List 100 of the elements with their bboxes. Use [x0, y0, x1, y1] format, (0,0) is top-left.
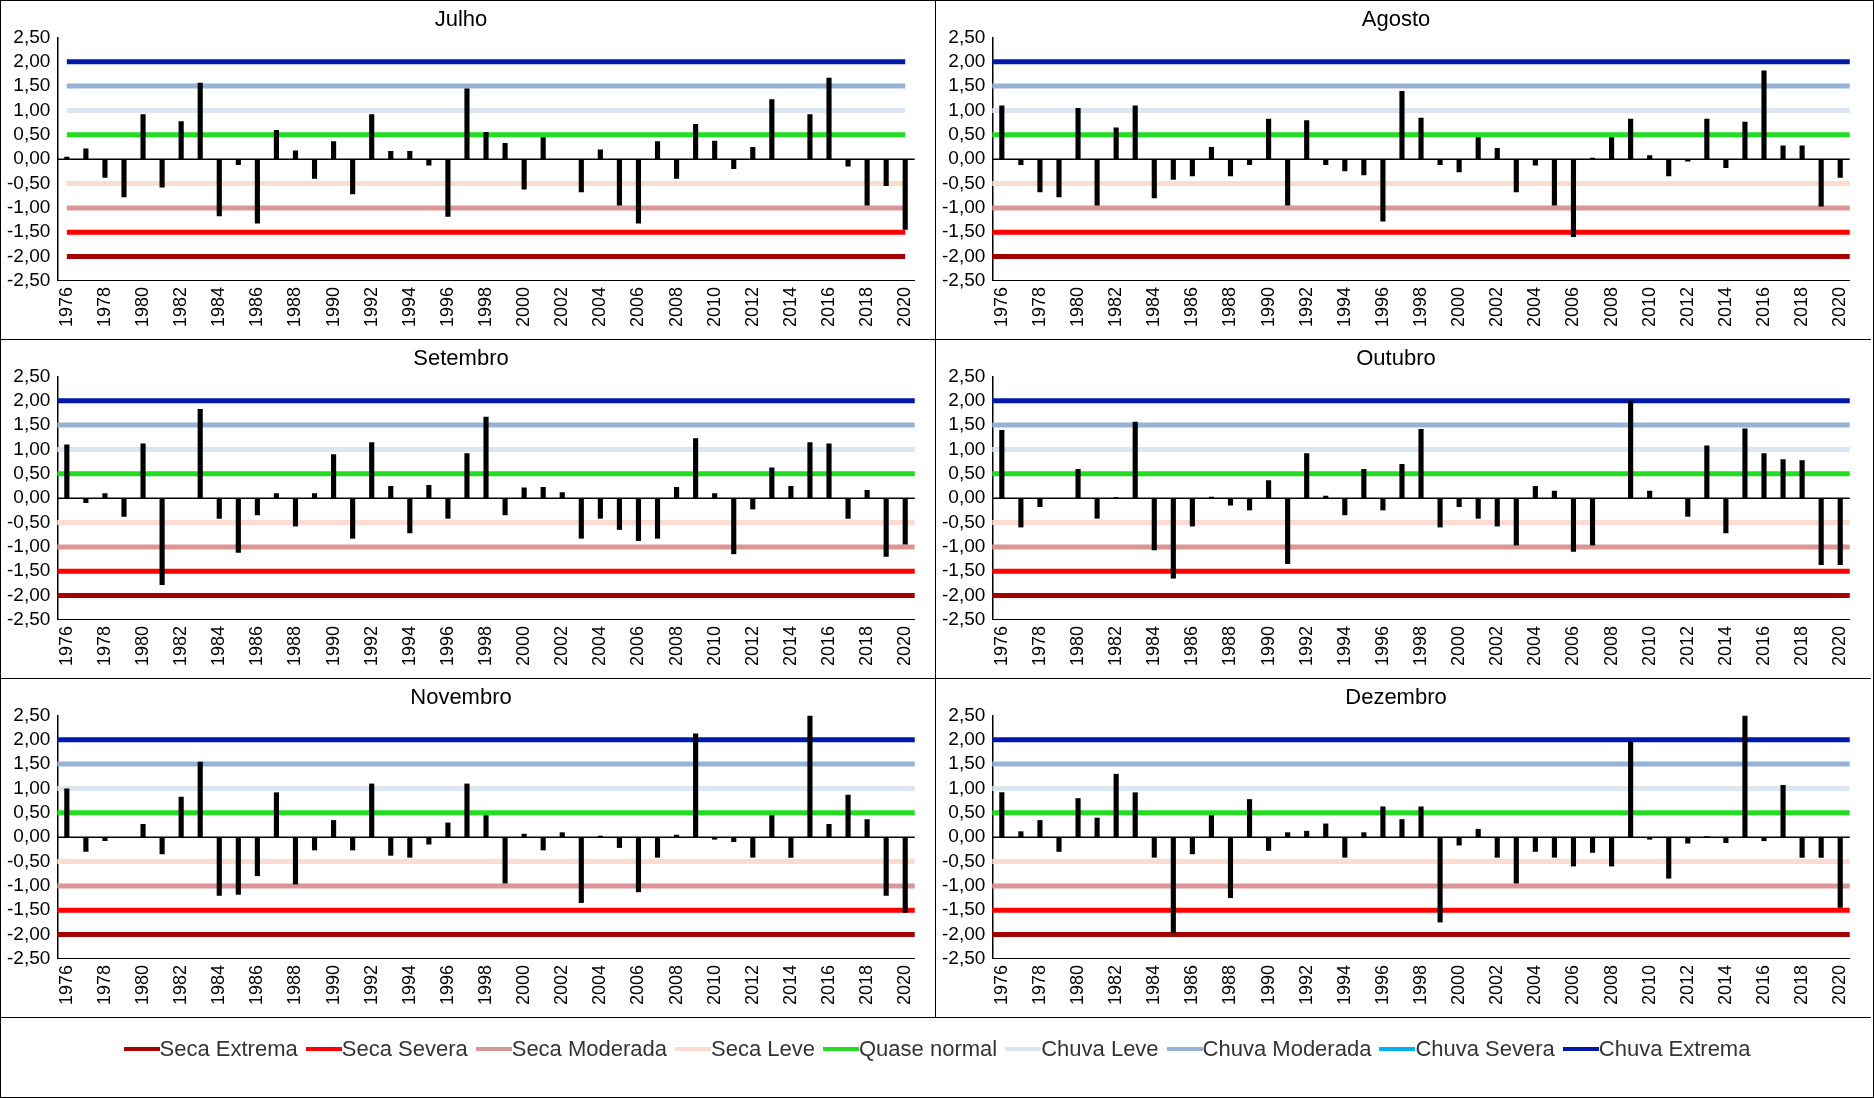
x-tick-label: 2018 [1791, 286, 1812, 327]
y-tick-label: 1,50 [13, 413, 51, 435]
x-tick-label: 2006 [627, 625, 648, 666]
x-tick-label: 1986 [246, 625, 267, 666]
x-tick-label: 2000 [1448, 625, 1469, 666]
x-tick-label: 2000 [513, 964, 534, 1005]
y-tick-label: -1,50 [941, 898, 986, 920]
x-tick-label: 2004 [1524, 964, 1545, 1005]
x-tick-label: 1986 [1181, 964, 1202, 1005]
y-tick-label: -1,00 [6, 874, 51, 896]
x-tick-label: 2020 [1829, 286, 1850, 327]
y-tick-label: 0,50 [948, 462, 986, 484]
x-tick-label: 1978 [93, 625, 114, 666]
x-tick-label: 1986 [1181, 286, 1202, 327]
x-tick-label: 1988 [284, 964, 305, 1005]
y-tick-label: -1,00 [941, 196, 986, 218]
x-tick-label: 2008 [665, 286, 686, 327]
y-tick-label: 1,00 [948, 98, 986, 120]
x-tick-label: 2016 [1752, 625, 1773, 666]
x-tick-label: 1994 [1333, 286, 1354, 327]
x-tick-label: 2014 [779, 625, 800, 666]
y-tick-label: 0,00 [948, 147, 986, 169]
x-tick-label: 1992 [1295, 964, 1316, 1005]
x-tick-label: 2006 [1562, 625, 1583, 666]
y-tick-label: 2,50 [13, 364, 51, 386]
x-tick-label: 1992 [360, 625, 381, 666]
y-tick-label: 2,00 [13, 727, 51, 749]
y-tick-label: 2,00 [948, 388, 986, 410]
y-tick-label: -2,00 [6, 583, 51, 605]
x-tick-label: 1982 [170, 625, 191, 666]
x-tick-label: 1984 [208, 964, 229, 1005]
x-tick-label: 1982 [170, 964, 191, 1005]
x-tick-label: 2016 [817, 625, 838, 666]
x-tick-label: 2014 [1714, 964, 1735, 1005]
y-tick-label: -0,50 [6, 849, 51, 871]
x-tick-label: 1994 [398, 964, 419, 1005]
y-tick-label: 1,00 [948, 437, 986, 459]
y-tick-label: -2,50 [6, 269, 51, 291]
y-tick-label: 0,00 [13, 486, 51, 508]
x-tick-label: 1980 [1067, 286, 1088, 327]
x-tick-label: 1998 [475, 625, 495, 666]
x-tick-label: 2018 [856, 964, 877, 1005]
x-tick-label: 2010 [1638, 625, 1659, 666]
y-tick-label: 1,50 [13, 752, 51, 774]
x-tick-label: 2012 [741, 964, 762, 1005]
y-tick-label: -2,50 [6, 947, 51, 969]
y-tick-label: -2,00 [6, 244, 51, 266]
x-tick-label: 1998 [1410, 964, 1430, 1005]
x-tick-label: 1992 [1295, 286, 1316, 327]
x-tick-label: 2002 [551, 625, 572, 666]
y-tick-label: 0,50 [13, 801, 51, 823]
x-tick-label: 1978 [93, 286, 114, 327]
x-tick-label: 1978 [1028, 625, 1049, 666]
x-tick-label: 2016 [817, 286, 838, 327]
x-tick-label: 1978 [93, 964, 114, 1005]
x-tick-label: 2006 [1562, 964, 1583, 1005]
x-tick-label: 1990 [1257, 964, 1278, 1005]
x-tick-label: 1988 [1219, 286, 1240, 327]
x-tick-label: 2000 [513, 625, 534, 666]
y-tick-label: 0,50 [948, 801, 986, 823]
y-tick-label: -2,50 [6, 608, 51, 630]
y-tick-label: -1,00 [6, 196, 51, 218]
x-tick-label: 2012 [1676, 625, 1697, 666]
x-tick-label: 1998 [1410, 286, 1430, 327]
y-tick-label: 1,50 [948, 413, 986, 435]
x-tick-label: 1990 [1257, 286, 1278, 327]
x-tick-label: 1996 [436, 625, 457, 666]
x-tick-label: 2002 [551, 964, 572, 1005]
y-tick-label: 1,00 [13, 98, 51, 120]
y-tick-label: 1,00 [948, 776, 986, 798]
x-tick-label: 1984 [208, 286, 229, 327]
y-tick-label: 1,00 [13, 437, 51, 459]
y-tick-label: 1,00 [13, 776, 51, 798]
x-tick-label: 1990 [1257, 625, 1278, 666]
y-tick-label: 2,50 [13, 25, 51, 47]
x-tick-label: 2000 [1448, 286, 1469, 327]
y-tick-label: -0,50 [941, 849, 986, 871]
y-tick-label: 2,50 [948, 364, 986, 386]
x-tick-label: 1982 [170, 286, 191, 327]
chart-title: Novembro [410, 684, 512, 710]
x-tick-label: 2000 [513, 286, 534, 327]
y-tick-label: -0,50 [6, 171, 51, 193]
y-tick-label: 2,50 [948, 703, 986, 725]
x-tick-label: 2010 [1638, 286, 1659, 327]
x-tick-label: 1992 [360, 964, 381, 1005]
x-tick-label: 1990 [322, 286, 343, 327]
x-tick-label: 1996 [1371, 625, 1392, 666]
x-tick-label: 1976 [55, 964, 76, 1005]
legend-label: Chuva Leve [1041, 1036, 1159, 1062]
y-tick-label: 1,50 [948, 752, 986, 774]
y-tick-label: -0,50 [6, 510, 51, 532]
y-tick-label: -2,00 [6, 922, 51, 944]
x-tick-label: 1980 [132, 286, 153, 327]
x-tick-label: 2018 [1791, 964, 1812, 1005]
x-tick-label: 2012 [741, 286, 762, 327]
x-tick-label: 1988 [284, 286, 305, 327]
x-tick-label: 2014 [1714, 625, 1735, 666]
x-tick-label: 2004 [1524, 625, 1545, 666]
x-tick-label: 1980 [132, 964, 153, 1005]
x-tick-label: 2018 [1791, 625, 1812, 666]
